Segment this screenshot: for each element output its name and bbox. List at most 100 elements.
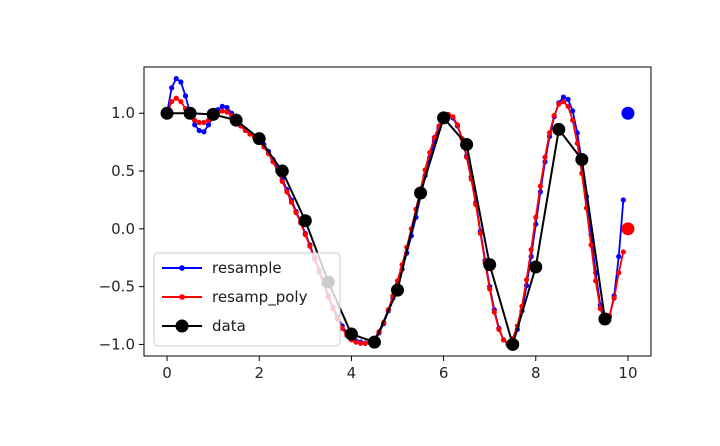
legend-box	[153, 252, 341, 347]
data-point-resamp-poly	[279, 178, 285, 185]
data-point-data	[575, 152, 589, 166]
data-point-resample	[169, 85, 175, 91]
data-point-resamp-poly	[196, 119, 202, 126]
data-point-resamp-poly	[362, 340, 368, 346]
data-point-resamp-poly	[551, 112, 557, 119]
data-point-resamp-poly	[219, 108, 225, 114]
data-point-data	[229, 113, 243, 127]
data-point-resamp-poly	[358, 340, 364, 346]
legend-label-resample: resample	[212, 259, 282, 277]
data-point-resample	[178, 79, 184, 85]
y-tick-label: −0.5	[99, 278, 135, 296]
data-point-resamp-poly	[620, 249, 626, 255]
data-point-resamp-poly	[224, 109, 230, 115]
data-point-resamp-poly	[611, 295, 617, 301]
data-point-resamp-poly	[487, 286, 493, 292]
data-point-resamp-poly	[570, 117, 576, 123]
data-point-resamp-poly	[454, 122, 461, 128]
x-tick-label: 2	[254, 364, 264, 382]
data-point-resamp-poly	[597, 306, 603, 312]
data-point-resamp-poly	[477, 230, 484, 237]
data-point-data	[529, 260, 543, 274]
data-point-resamp-poly	[293, 210, 299, 216]
data-point-resamp-poly	[169, 99, 175, 105]
data-point-resamp-poly	[491, 309, 497, 315]
data-point-resamp-poly	[201, 119, 207, 126]
data-point-data	[552, 122, 566, 136]
series-data	[160, 106, 612, 351]
data-point-data	[183, 106, 197, 120]
data-point-data	[506, 337, 520, 351]
data-point-data	[367, 335, 381, 349]
data-point-resamp-poly	[616, 270, 622, 276]
axis-ticks: 0 2 4 6 8 10 1.0 0.5 0.0 −0.5 −1.0	[99, 104, 638, 382]
x-tick-label: 8	[531, 364, 541, 382]
endpoint-resamp-poly	[621, 222, 635, 236]
data-point-data	[275, 164, 289, 178]
data-point-resample	[201, 129, 207, 135]
data-point-resamp-poly	[431, 134, 437, 141]
data-point-resamp-poly	[339, 325, 345, 331]
data-point-resamp-poly	[173, 95, 179, 101]
x-tick-label: 10	[618, 364, 637, 382]
data-point-resamp-poly	[427, 149, 433, 156]
data-point-resamp-poly	[547, 130, 553, 136]
y-tick-label: 1.0	[111, 104, 135, 122]
data-point-resamp-poly	[537, 183, 543, 189]
legend-marker-resamp-poly	[179, 294, 185, 300]
data-point-resamp-poly	[288, 199, 295, 205]
data-point-data	[483, 258, 497, 272]
data-point-resamp-poly	[528, 247, 534, 253]
data-point-resamp-poly	[556, 101, 562, 107]
data-point-resample	[560, 94, 567, 100]
data-point-resamp-poly	[574, 140, 580, 146]
data-point-data	[460, 137, 474, 151]
data-point-resamp-poly	[192, 117, 198, 123]
data-point-resamp-poly	[533, 214, 539, 220]
data-point-data	[598, 312, 612, 326]
data-point-resample	[182, 93, 189, 99]
y-tick-label: 0.0	[111, 220, 135, 238]
data-point-data	[206, 107, 220, 121]
data-point-resample	[205, 122, 212, 128]
data-point-data	[160, 106, 174, 120]
data-point-resample	[620, 197, 626, 203]
data-point-resamp-poly	[307, 243, 313, 249]
data-point-resample	[219, 103, 225, 109]
endpoint-resample	[621, 106, 635, 120]
legend-label-data: data	[212, 317, 246, 335]
data-point-resamp-poly	[542, 154, 548, 160]
data-point-resample	[570, 108, 576, 114]
data-point-resamp-poly	[284, 189, 290, 195]
data-point-resamp-poly	[593, 278, 599, 284]
data-point-resamp-poly	[523, 277, 530, 283]
data-point-resample	[196, 127, 202, 134]
data-point-resamp-poly	[565, 103, 571, 109]
legend-marker-resample	[179, 265, 185, 271]
data-point-resamp-poly	[302, 232, 308, 238]
legend-label-resamp-poly: resamp_poly	[212, 288, 308, 307]
data-point-data	[391, 283, 404, 297]
data-point-resamp-poly	[496, 326, 502, 333]
data-point-data	[437, 111, 451, 125]
data-point-data	[414, 186, 428, 200]
data-point-resample	[224, 104, 230, 111]
y-tick-label: −1.0	[99, 335, 135, 353]
x-tick-label: 4	[347, 364, 357, 382]
data-point-resample	[565, 96, 571, 102]
data-point-data	[252, 132, 266, 146]
legend-marker-data	[175, 319, 189, 333]
data-point-resamp-poly	[560, 99, 567, 105]
data-point-data	[298, 214, 312, 228]
y-tick-label: 0.5	[111, 162, 135, 180]
data-point-resamp-poly	[588, 242, 594, 248]
data-point-resample	[192, 122, 198, 128]
data-point-data	[344, 327, 358, 341]
data-point-resamp-poly	[500, 337, 507, 343]
data-point-resamp-poly	[353, 339, 359, 345]
data-point-resample	[173, 75, 179, 82]
x-tick-label: 0	[162, 364, 172, 382]
